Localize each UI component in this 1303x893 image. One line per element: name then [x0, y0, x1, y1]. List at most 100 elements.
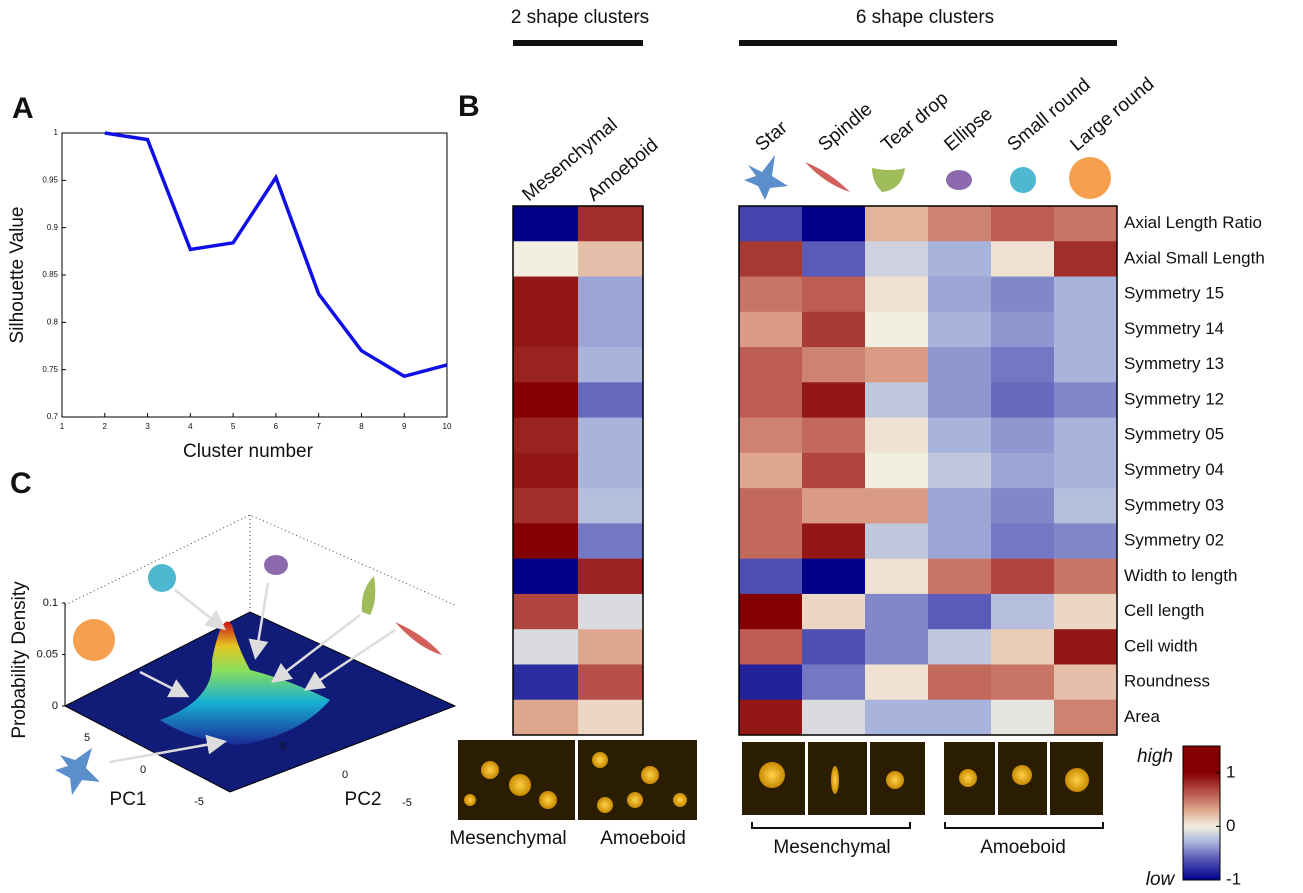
heatmap-cell	[1054, 206, 1118, 242]
heatmap-cell	[513, 523, 579, 559]
panel-letter: B	[458, 90, 480, 123]
heatmap-cell	[513, 241, 579, 277]
heatmap-cell	[1054, 241, 1118, 277]
heatmap-cell	[739, 488, 803, 524]
heatmap-cell	[991, 523, 1055, 559]
heatmap-cell	[1054, 559, 1118, 595]
colorbar-tick-label: -1	[1226, 869, 1241, 888]
heatmap-cell	[991, 277, 1055, 313]
heatmap-cell	[802, 277, 866, 313]
heatmap-cell	[802, 312, 866, 348]
heatmap-cell	[513, 277, 579, 313]
heatmap-cell	[802, 206, 866, 242]
heatmap-cell	[991, 347, 1055, 383]
y-tick-label: 0.95	[42, 175, 58, 184]
heatmap-cell	[1054, 347, 1118, 383]
heatmap-cell	[991, 594, 1055, 630]
colorbar	[1183, 746, 1220, 880]
heatmap-cell	[578, 382, 644, 418]
heatmap-cell	[928, 241, 992, 277]
x-axis-label: Cluster number	[183, 441, 314, 462]
heatmap-cell	[802, 382, 866, 418]
heatmap-cell	[991, 559, 1055, 595]
heatmap-cell	[991, 664, 1055, 700]
heatmap-cell	[865, 382, 929, 418]
heatmap-cell	[928, 312, 992, 348]
heatmap-cell	[578, 488, 644, 524]
heatmap-cell	[739, 453, 803, 489]
row-label: Symmetry 03	[1124, 495, 1224, 514]
heatmap-cell	[991, 453, 1055, 489]
colorbar-low: low	[1146, 869, 1176, 890]
colorbar-tick-label: 1	[1226, 762, 1235, 781]
heatmap-cell	[928, 594, 992, 630]
heatmap-cell	[513, 347, 579, 383]
heatmap-cell	[739, 664, 803, 700]
plot-frame	[62, 133, 447, 417]
bottom-label: Mesenchymal	[449, 828, 566, 849]
heatmap-cell	[928, 453, 992, 489]
row-label: Symmetry 15	[1124, 284, 1224, 303]
y-tick-label: 0.75	[42, 365, 58, 374]
heatmap-cell	[991, 418, 1055, 454]
column-label: Ellipse	[940, 104, 996, 156]
x-tick-label: 4	[188, 422, 193, 431]
heatmap-cell	[928, 559, 992, 595]
heatmap-cell	[865, 629, 929, 665]
heatmap-cell	[802, 559, 866, 595]
heatmap-cell	[928, 629, 992, 665]
heatmap-cell	[739, 523, 803, 559]
heatmap-cell	[513, 453, 579, 489]
column-label: Star	[751, 117, 792, 156]
row-label: Cell width	[1124, 636, 1198, 655]
z-tick-label: 0.1	[43, 597, 58, 609]
heatmap-cell	[865, 559, 929, 595]
heatmap-cell	[513, 594, 579, 630]
heatmap-cell	[991, 206, 1055, 242]
z-axis-label: Probability Density	[9, 581, 30, 739]
x-tick-label: 7	[316, 422, 321, 431]
row-label: Symmetry 02	[1124, 531, 1224, 550]
heatmap-cell	[865, 488, 929, 524]
heatmap-cell	[928, 382, 992, 418]
heatmap-cell	[991, 241, 1055, 277]
row-label: Width to length	[1124, 566, 1237, 585]
heatmap-cell	[739, 382, 803, 418]
column-label: Spindle	[814, 99, 876, 156]
heatmap-cell	[1054, 594, 1118, 630]
x-tick-label: 0	[140, 764, 146, 776]
heatmap-cell	[802, 418, 866, 454]
micrographs	[458, 740, 1103, 828]
heatmap-cell	[578, 277, 644, 313]
heatmap-cell	[802, 664, 866, 700]
y-tick-label: 0	[342, 769, 348, 781]
heatmap-cell	[578, 241, 644, 277]
heatmap-cell	[578, 453, 644, 489]
bottom-label: Amoeboid	[980, 837, 1066, 858]
z-tick-label: 0.05	[37, 648, 58, 660]
row-label: Axial Length Ratio	[1124, 213, 1262, 232]
column-label: Tear drop	[877, 88, 952, 156]
heatmap-cell	[578, 523, 644, 559]
heatmap-cell	[802, 629, 866, 665]
heatmap-cell	[865, 418, 929, 454]
heatmap-cell	[739, 312, 803, 348]
y-tick-label: -5	[402, 797, 412, 809]
heatmap-cell	[802, 241, 866, 277]
x-tick-label: 5	[84, 732, 90, 744]
heatmap-cell	[1054, 629, 1118, 665]
heatmap-cell	[739, 347, 803, 383]
heatmap-cell	[739, 594, 803, 630]
heatmap-cell	[1054, 523, 1118, 559]
heatmap-cell	[802, 347, 866, 383]
group-bar	[739, 40, 1117, 46]
bottom-label: Amoeboid	[600, 828, 686, 849]
row-label: Symmetry 14	[1124, 319, 1224, 338]
y-axis-label: Silhouette Value	[7, 207, 28, 344]
heatmap-cell	[578, 700, 644, 736]
heatmap-cell	[928, 277, 992, 313]
heatmap-cell	[1054, 453, 1118, 489]
heatmap-cell	[928, 206, 992, 242]
y-axis-label: PC2	[345, 789, 382, 810]
heatmap-cell	[739, 700, 803, 736]
